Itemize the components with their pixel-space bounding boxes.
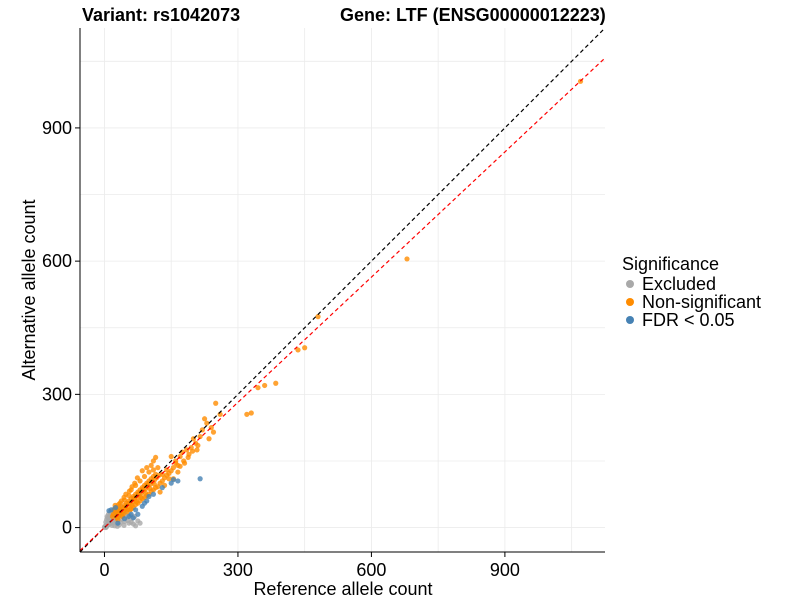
point-non-significant (123, 491, 129, 497)
legend-swatch (626, 298, 634, 306)
point-non-significant (262, 382, 268, 389)
legend: Significance ExcludedNon-significantFDR … (622, 254, 761, 330)
point-non-significant (273, 380, 279, 386)
y-axis-title: Alternative allele count (19, 199, 39, 380)
y-tick-label: 600 (42, 251, 72, 271)
point-fdr-0-05 (121, 516, 128, 522)
point-non-significant (204, 420, 210, 426)
point-non-significant (315, 314, 321, 320)
point-fdr-0-05 (112, 504, 119, 511)
point-non-significant (210, 429, 217, 435)
point-non-significant (189, 448, 196, 454)
point-non-significant (109, 513, 116, 520)
chart-title-variant: Variant: rs1042073 (82, 5, 240, 25)
x-tick-label: 600 (356, 560, 386, 580)
y-tick-label: 900 (42, 118, 72, 138)
point-non-significant (146, 469, 152, 475)
point-fdr-0-05 (144, 498, 150, 504)
point-excluded (137, 520, 143, 526)
point-excluded (103, 524, 109, 531)
legend-title: Significance (622, 254, 719, 274)
point-non-significant (129, 484, 135, 490)
chart-title-gene: Gene: LTF (ENSG00000012223) (340, 5, 606, 25)
point-fdr-0-05 (106, 508, 112, 514)
point-non-significant (139, 468, 145, 474)
point-non-significant (255, 385, 261, 391)
point-fdr-0-05 (170, 477, 177, 483)
point-non-significant (248, 410, 254, 416)
point-non-significant (157, 489, 163, 495)
point-non-significant (295, 347, 301, 353)
point-fdr-0-05 (135, 511, 141, 517)
point-fdr-0-05 (159, 485, 165, 491)
point-fdr-0-05 (115, 520, 121, 526)
point-non-significant (159, 471, 165, 477)
legend-label: FDR < 0.05 (642, 310, 735, 330)
legend-swatch (626, 280, 634, 288)
point-non-significant (135, 500, 141, 506)
point-non-significant (206, 436, 212, 442)
point-excluded (133, 523, 139, 529)
grid-lines (80, 28, 605, 552)
point-non-significant (170, 465, 177, 471)
point-non-significant (141, 473, 148, 480)
point-non-significant (144, 465, 150, 471)
point-non-significant (166, 476, 172, 482)
point-fdr-0-05 (150, 491, 157, 497)
point-fdr-0-05 (130, 515, 136, 521)
point-non-significant (404, 256, 410, 262)
point-non-significant (201, 416, 208, 422)
point-non-significant (185, 454, 191, 461)
x-axis-ticks: 0 300 600 900 (99, 552, 520, 580)
point-non-significant (148, 462, 154, 469)
point-non-significant (155, 465, 161, 471)
point-non-significant (213, 400, 219, 406)
point-non-significant (194, 447, 200, 453)
point-non-significant (139, 496, 145, 502)
point-non-significant (168, 453, 174, 460)
y-tick-label: 300 (42, 384, 72, 404)
point-fdr-0-05 (146, 493, 152, 500)
point-non-significant (197, 433, 203, 440)
point-non-significant (244, 411, 250, 417)
y-axis-ticks: 0 300 600 900 (42, 118, 80, 538)
point-non-significant (195, 442, 201, 449)
point-non-significant (175, 469, 181, 475)
point-non-significant (118, 498, 124, 504)
point-fdr-0-05 (133, 507, 139, 513)
point-non-significant (153, 454, 159, 461)
legend-label: Non-significant (642, 292, 761, 312)
data-points (101, 78, 584, 531)
point-non-significant (302, 345, 308, 351)
point-non-significant (177, 463, 183, 469)
y-tick-label: 0 (62, 518, 72, 538)
x-tick-label: 900 (490, 560, 520, 580)
point-non-significant (115, 516, 121, 523)
point-non-significant (126, 488, 132, 494)
point-non-significant (132, 480, 138, 486)
point-fdr-0-05 (175, 478, 181, 484)
reference-line-identity (80, 28, 605, 552)
point-fdr-0-05 (197, 476, 203, 482)
point-non-significant (181, 458, 187, 464)
x-tick-label: 0 (99, 560, 109, 580)
point-non-significant (127, 507, 133, 513)
point-non-significant (150, 467, 157, 473)
reference-lines (80, 28, 605, 552)
legend-swatch (626, 316, 634, 324)
point-non-significant (134, 475, 140, 481)
point-non-significant (153, 485, 159, 491)
x-axis-title: Reference allele count (253, 579, 432, 599)
x-tick-label: 300 (223, 560, 253, 580)
reference-line-fitted (80, 57, 605, 551)
legend-label: Excluded (642, 274, 716, 294)
